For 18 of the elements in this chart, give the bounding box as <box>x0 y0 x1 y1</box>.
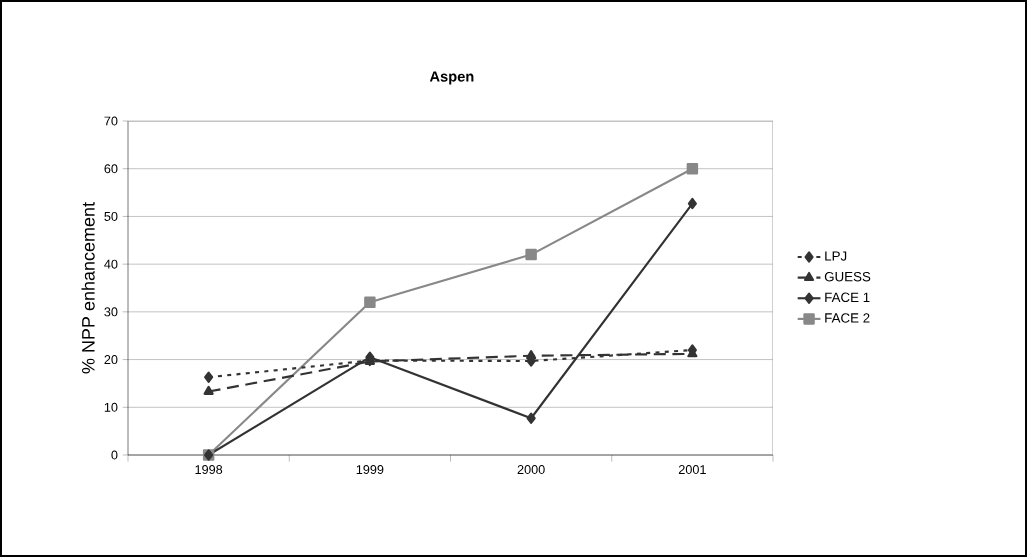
y-tick-label: 20 <box>104 355 118 365</box>
y-axis-title: % NPP enhancement <box>81 202 95 374</box>
legend-label: GUESS <box>824 271 871 282</box>
y-tick-label: 70 <box>104 116 118 126</box>
y-tick-label: 0 <box>111 450 118 460</box>
y-tick-label: 60 <box>104 164 118 174</box>
legend-label: FACE 1 <box>825 292 870 303</box>
x-tick-label: 1998 <box>195 465 223 475</box>
y-tick-label: 10 <box>104 402 118 412</box>
x-tick-label: 2001 <box>678 465 706 475</box>
x-tick-label: 2000 <box>517 465 545 475</box>
legend-label: FACE 2 <box>825 313 870 323</box>
y-tick-label: 50 <box>104 211 118 221</box>
x-tick-label: 1999 <box>356 465 384 475</box>
y-tick-label: 40 <box>104 259 118 269</box>
legend-label: LPJ <box>825 251 847 261</box>
y-tick-label: 30 <box>104 307 118 317</box>
chart-title: Aspen <box>429 71 474 85</box>
